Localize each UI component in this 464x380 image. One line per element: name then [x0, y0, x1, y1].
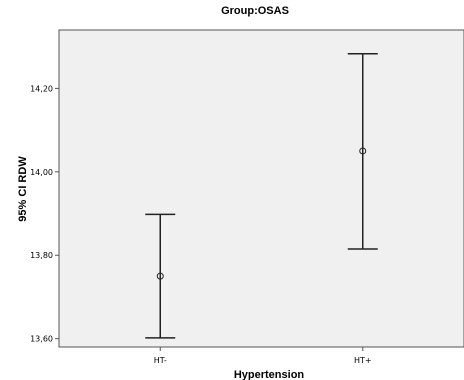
- y-axis-label: 95% CI RDW: [17, 156, 29, 222]
- x-axis-label: Hypertension: [234, 369, 305, 380]
- y-axis: 13,60 13,80 14,00 14,20: [30, 84, 59, 344]
- y-tick-label: 14,00: [30, 168, 53, 177]
- error-bar-ht-: [145, 213, 176, 339]
- x-tick-label: HT+: [354, 356, 372, 365]
- x-axis: HT- HT+: [154, 347, 372, 365]
- plot-area: [58, 29, 464, 348]
- error-bar-ht-: [347, 53, 378, 250]
- y-tick-label: 13,60: [30, 335, 53, 344]
- mean-point: [156, 272, 164, 280]
- y-tick-label: 13,80: [30, 251, 53, 260]
- x-tick-label: HT-: [154, 356, 167, 365]
- y-tick-label: 14,20: [30, 84, 53, 93]
- error-bars: [145, 53, 378, 339]
- mean-point: [359, 147, 367, 155]
- chart-title: Group:OSAS: [221, 5, 289, 17]
